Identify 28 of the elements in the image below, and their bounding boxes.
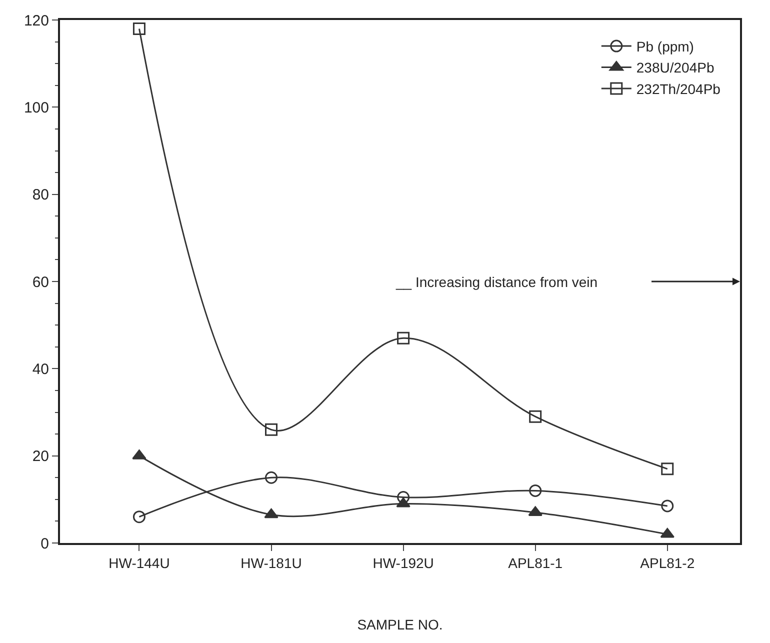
point — [265, 423, 278, 436]
x-tick-label: APL81-1 — [508, 554, 563, 571]
point — [661, 500, 674, 512]
point — [132, 510, 146, 524]
point — [529, 484, 542, 497]
point — [132, 22, 146, 35]
x-tick-label: HW-181U — [240, 554, 302, 571]
y-tick-label: 0 — [40, 535, 49, 552]
point — [265, 471, 278, 484]
y-tick-label: 20 — [32, 448, 49, 466]
y-tick-label: 100 — [24, 99, 49, 116]
legend-label: 232Th/204Pb — [636, 80, 721, 97]
y-tick-label: 80 — [32, 186, 49, 204]
x-tick-label: HW-192U — [372, 554, 434, 571]
point — [529, 410, 542, 423]
x-axis-title: SAMPLE NO. — [357, 616, 443, 633]
point — [397, 332, 410, 344]
x-tick-label: HW-144U — [108, 554, 170, 571]
legend-label: Pb (ppm) — [636, 38, 694, 55]
y-tick-label: 60 — [32, 274, 49, 291]
x-tick-label: APL81-2 — [640, 554, 695, 571]
y-tick-label: 120 — [24, 12, 49, 30]
point — [397, 490, 410, 504]
annotation: __ Increasing distance from vein — [395, 274, 598, 290]
point — [264, 508, 278, 518]
point — [661, 462, 674, 476]
legend-label: 238U/204Pb — [636, 60, 714, 76]
y-tick-label: 40 — [32, 360, 49, 378]
